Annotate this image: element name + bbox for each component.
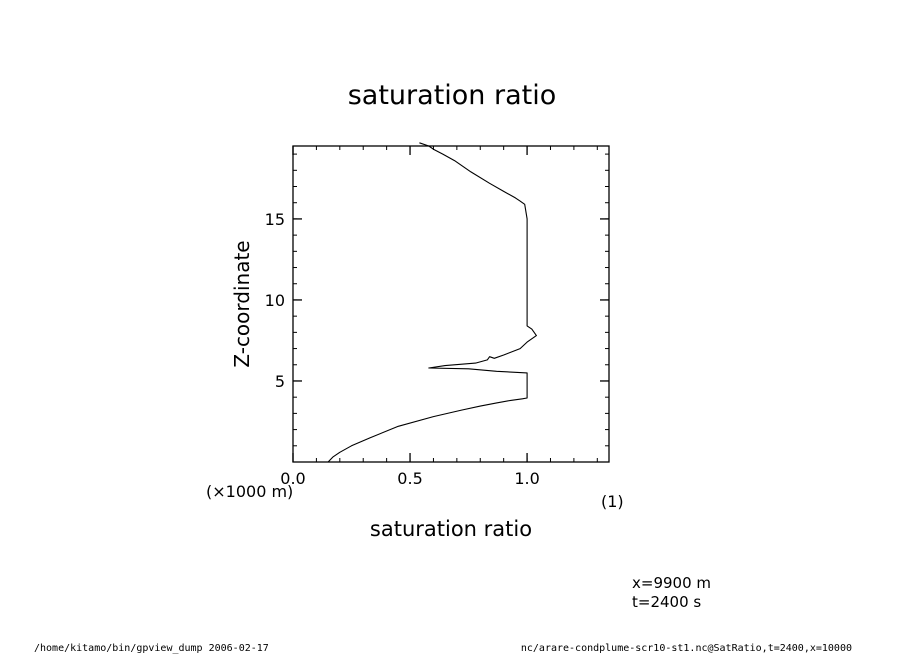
y-axis-label: Z-coordinate [230, 240, 254, 367]
y-axis-unit: (×1000 m) [206, 482, 293, 501]
y-tick-label: 5 [275, 372, 285, 391]
chart-title: saturation ratio [348, 80, 557, 111]
footer-right-text: nc/arare-condplume-scr10-st1.nc@SatRatio… [521, 643, 852, 654]
y-tick-label: 15 [265, 210, 285, 229]
series-group [327, 142, 537, 463]
plot-frame [292, 145, 610, 463]
axes: 0.0 0.5 1.0 5 10 15 [265, 145, 610, 488]
x-axis-label: saturation ratio [370, 517, 532, 541]
footer-left-text: /home/kitamo/bin/gpview_dump 2006-02-17 [34, 643, 269, 654]
info-time: t=2400 s [632, 593, 701, 611]
y-tick-label: 10 [265, 291, 285, 310]
x-tick-label: 1.0 [514, 469, 539, 488]
x-axis-unit: (1) [601, 492, 624, 511]
info-x-position: x=9900 m [632, 574, 711, 592]
x-tick-label: 0.5 [397, 469, 422, 488]
series-line [327, 142, 537, 463]
x-tick-label: 0.0 [280, 469, 305, 488]
